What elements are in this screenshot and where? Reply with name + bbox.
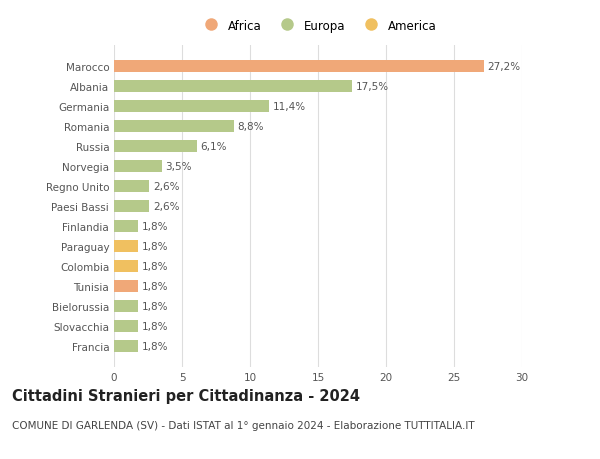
Bar xyxy=(114,220,139,233)
Bar xyxy=(114,160,161,173)
Bar xyxy=(114,300,139,313)
Text: 3,5%: 3,5% xyxy=(165,162,191,172)
Text: 2,6%: 2,6% xyxy=(153,182,179,191)
Text: 1,8%: 1,8% xyxy=(142,262,169,271)
Text: COMUNE DI GARLENDA (SV) - Dati ISTAT al 1° gennaio 2024 - Elaborazione TUTTITALI: COMUNE DI GARLENDA (SV) - Dati ISTAT al … xyxy=(12,420,475,430)
Text: 17,5%: 17,5% xyxy=(355,82,389,92)
Bar xyxy=(114,101,269,113)
Text: 1,8%: 1,8% xyxy=(142,222,169,231)
Bar xyxy=(114,120,233,133)
Text: 2,6%: 2,6% xyxy=(153,202,179,212)
Bar xyxy=(114,180,149,193)
Bar xyxy=(114,280,139,293)
Bar xyxy=(114,320,139,333)
Bar xyxy=(114,340,139,353)
Bar xyxy=(114,201,149,213)
Bar xyxy=(114,61,484,73)
Bar xyxy=(114,140,197,153)
Bar xyxy=(114,241,139,253)
Text: 1,8%: 1,8% xyxy=(142,341,169,352)
Legend: Africa, Europa, America: Africa, Europa, America xyxy=(194,15,442,37)
Text: 1,8%: 1,8% xyxy=(142,302,169,312)
Text: 6,1%: 6,1% xyxy=(200,142,227,151)
Text: 8,8%: 8,8% xyxy=(237,122,263,132)
Text: 11,4%: 11,4% xyxy=(272,101,305,112)
Text: 1,8%: 1,8% xyxy=(142,241,169,252)
Text: Cittadini Stranieri per Cittadinanza - 2024: Cittadini Stranieri per Cittadinanza - 2… xyxy=(12,388,360,403)
Bar xyxy=(114,260,139,273)
Text: 1,8%: 1,8% xyxy=(142,321,169,331)
Text: 1,8%: 1,8% xyxy=(142,281,169,291)
Text: 27,2%: 27,2% xyxy=(487,62,520,72)
Bar xyxy=(114,80,352,93)
